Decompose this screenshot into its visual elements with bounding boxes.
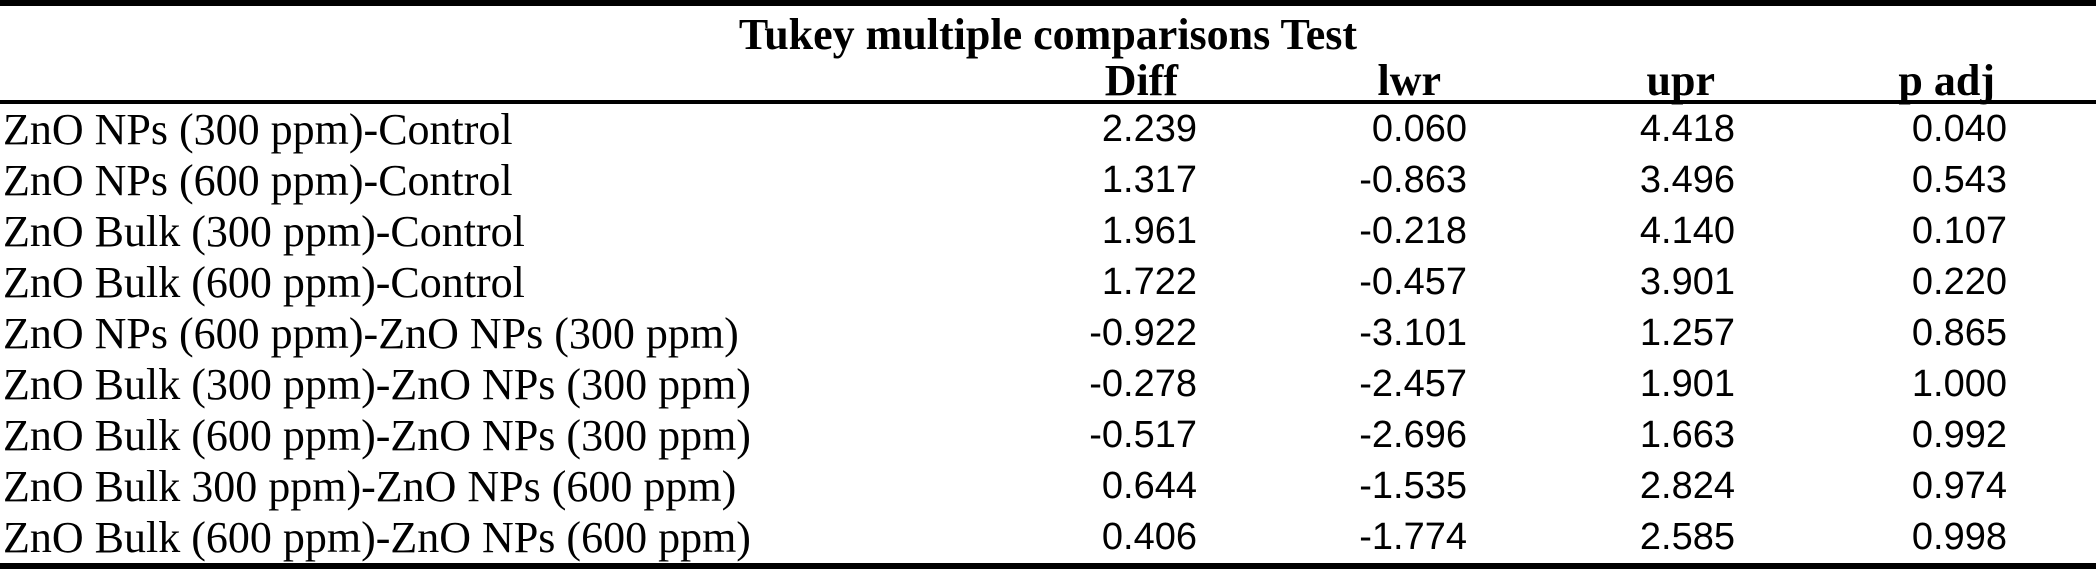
diff-cell: 0.406 xyxy=(1101,516,1197,558)
diff-cell: -0.278 xyxy=(1089,363,1197,405)
table-title: Tukey multiple comparisons Test xyxy=(738,10,1358,59)
lwr-cell: -3.101 xyxy=(1359,312,1467,354)
upr-cell: 2.824 xyxy=(1639,465,1735,507)
lwr-cell: -2.457 xyxy=(1359,363,1467,405)
table-row: ZnO Bulk (600 ppm)-ZnO NPs (300 ppm) -0.5… xyxy=(0,410,2096,461)
lwr-cell: -1.535 xyxy=(1359,465,1467,507)
comparison-cell: ZnO Bulk (600 ppm)-Control xyxy=(3,258,525,307)
lwr-cell: -0.218 xyxy=(1359,210,1467,252)
lwr-cell: -1.774 xyxy=(1359,516,1467,558)
diff-cell: 2.239 xyxy=(1101,108,1197,150)
table-row: ZnO NPs (600 ppm)-Control 1.317 -0.863 3.49… xyxy=(0,155,2096,206)
diff-cell: 0.644 xyxy=(1101,465,1197,507)
table-row: ZnO NPs (600 ppm)-ZnO NPs (300 ppm) -0.92… xyxy=(0,308,2096,359)
lwr-cell: -0.863 xyxy=(1359,159,1467,201)
p-adj-cell: 0.974 xyxy=(1911,465,2007,507)
comparison-cell: ZnO Bulk (300 ppm)-ZnO NPs (300 ppm) xyxy=(3,360,751,409)
lwr-cell: -2.696 xyxy=(1359,414,1467,456)
diff-cell: 1.317 xyxy=(1101,159,1197,201)
upr-cell: 4.140 xyxy=(1639,210,1735,252)
p-adj-cell: 0.998 xyxy=(1911,516,2007,558)
diff-column-header: Diff xyxy=(918,59,1197,104)
upr-column-header: upr xyxy=(1467,59,1735,104)
tukey-comparisons-table: Diff lwr upr p adj ZnO NPs (300 ppm)-Con… xyxy=(0,59,2096,563)
upr-cell: 1.663 xyxy=(1639,414,1735,456)
comparison-cell: ZnO NPs (600 ppm)-Control xyxy=(3,156,513,205)
lwr-cell: 0.060 xyxy=(1371,108,1467,150)
table-bottom-rule xyxy=(0,563,2096,569)
upr-cell: 2.585 xyxy=(1639,516,1735,558)
table-row: ZnO NPs (300 ppm)-Control 2.239 0.060 4.418… xyxy=(0,102,2096,155)
p-adj-cell: 0.107 xyxy=(1911,210,2007,252)
diff-cell: -0.922 xyxy=(1089,312,1197,354)
p-adj-cell: 0.865 xyxy=(1911,312,2007,354)
upr-cell: 3.901 xyxy=(1639,261,1735,303)
comparison-cell: ZnO Bulk (600 ppm)-ZnO NPs (600 ppm) xyxy=(3,513,751,562)
table-body: ZnO NPs (300 ppm)-Control 2.239 0.060 4.418… xyxy=(0,102,2096,563)
p-adj-cell: 0.992 xyxy=(1911,414,2007,456)
upr-cell: 3.496 xyxy=(1639,159,1735,201)
upr-cell: 1.257 xyxy=(1639,312,1735,354)
table-row: ZnO Bulk (600 ppm)-ZnO NPs (600 ppm) 0.40… xyxy=(0,512,2096,563)
comparison-cell: ZnO Bulk 300 ppm)-ZnO NPs (600 ppm) xyxy=(3,462,737,511)
lwr-cell: -0.457 xyxy=(1359,261,1467,303)
diff-cell: -0.517 xyxy=(1089,414,1197,456)
comparison-cell: ZnO NPs (300 ppm)-Control xyxy=(3,105,513,154)
header-row: Diff lwr upr p adj xyxy=(0,59,2096,104)
diff-cell: 1.722 xyxy=(1101,261,1197,303)
p-adj-column-header: p adj xyxy=(1735,59,2096,104)
p-adj-cell: 0.220 xyxy=(1911,261,2007,303)
p-adj-cell: 0.543 xyxy=(1911,159,2007,201)
table-row: ZnO Bulk (300 ppm)-Control 1.961 -0.218 4.1… xyxy=(0,206,2096,257)
diff-cell: 1.961 xyxy=(1101,210,1197,252)
table-row: ZnO Bulk (600 ppm)-Control 1.722 -0.457 3.9… xyxy=(0,257,2096,308)
comparison-cell: ZnO NPs (600 ppm)-ZnO NPs (300 ppm) xyxy=(3,309,739,358)
comparison-column-header xyxy=(0,62,918,104)
upr-cell: 4.418 xyxy=(1639,108,1735,150)
comparison-cell: ZnO Bulk (600 ppm)-ZnO NPs (300 ppm) xyxy=(3,411,751,460)
lwr-column-header: lwr xyxy=(1197,59,1467,104)
table-row: ZnO Bulk (300 ppm)-ZnO NPs (300 ppm) -0.2… xyxy=(0,359,2096,410)
p-adj-cell: 1.000 xyxy=(1911,363,2007,405)
table-top-rule xyxy=(0,0,2096,6)
comparison-cell: ZnO Bulk (300 ppm)-Control xyxy=(3,207,525,256)
table-header: Diff lwr upr p adj xyxy=(0,59,2096,104)
p-adj-cell: 0.040 xyxy=(1911,108,2007,150)
table-row: ZnO Bulk 300 ppm)-ZnO NPs (600 ppm) 0.644… xyxy=(0,461,2096,512)
upr-cell: 1.901 xyxy=(1639,363,1735,405)
